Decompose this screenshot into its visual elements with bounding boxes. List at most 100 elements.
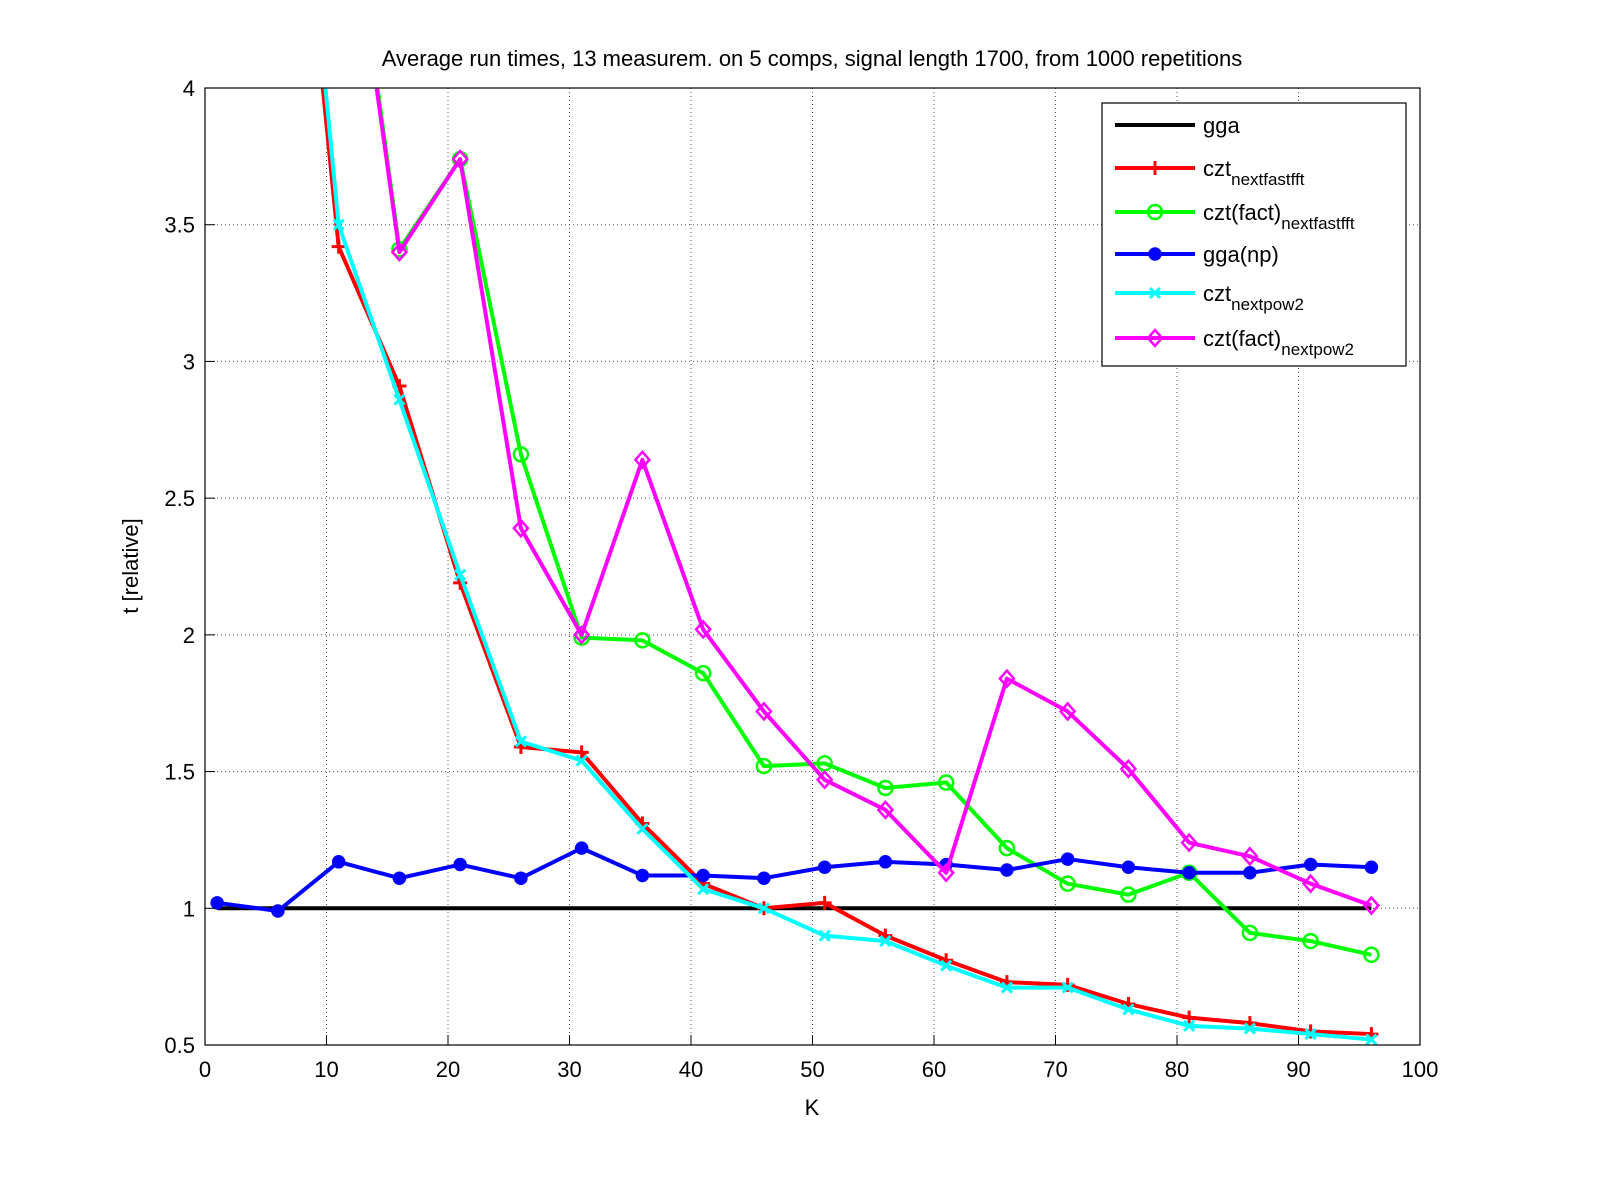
y-tick-label: 2.5	[164, 486, 195, 511]
marker	[453, 857, 467, 872]
legend-name: czt	[1203, 281, 1231, 306]
marker	[879, 935, 892, 948]
legend-label: gga(np)	[1203, 242, 1279, 267]
marker	[818, 929, 831, 942]
x-tick-label: 10	[314, 1057, 338, 1082]
marker	[1146, 203, 1164, 221]
x-tick-label: 70	[1043, 1057, 1067, 1082]
marker	[331, 239, 346, 254]
marker	[635, 868, 650, 883]
marker	[1121, 860, 1136, 875]
series-line	[323, 88, 1372, 1042]
marker	[1148, 161, 1162, 175]
marker	[574, 745, 589, 760]
x-axis-label: K	[805, 1095, 820, 1120]
y-tick-label: 4	[183, 76, 195, 101]
legend-box	[1101, 102, 1407, 367]
marker	[817, 860, 832, 875]
legend-name: czt	[1203, 156, 1231, 181]
marker	[696, 868, 710, 883]
marker	[1364, 860, 1379, 875]
marker	[1243, 1022, 1256, 1035]
x-tick-label: 100	[1402, 1057, 1439, 1082]
legend-label: cztnextpow2	[1203, 281, 1304, 314]
marker	[1302, 932, 1319, 950]
y-tick-label: 3.5	[164, 213, 195, 238]
marker	[451, 149, 469, 169]
marker	[998, 839, 1016, 857]
marker	[574, 841, 589, 855]
marker	[1182, 865, 1196, 880]
marker	[1122, 1003, 1135, 1016]
x-tick-label: 90	[1286, 1057, 1310, 1082]
marker	[815, 769, 834, 790]
marker	[937, 862, 955, 883]
marker	[1000, 981, 1013, 994]
y-tick-label: 1.5	[164, 760, 195, 785]
series-line	[216, 846, 1372, 914]
marker	[1363, 946, 1380, 964]
legend-label: gga	[1203, 113, 1240, 138]
marker	[1241, 924, 1259, 942]
legend-name: czt(fact)	[1203, 200, 1281, 225]
marker	[940, 959, 953, 972]
legend-subscript: nextfastfft	[1231, 170, 1305, 189]
marker	[998, 668, 1016, 689]
x-tick-label: 40	[679, 1057, 703, 1082]
marker	[1119, 758, 1138, 779]
marker	[757, 902, 770, 915]
legend-subscript: nextfastfft	[1281, 214, 1355, 233]
marker	[572, 624, 591, 645]
marker	[514, 735, 527, 748]
marker	[575, 754, 588, 767]
marker	[876, 799, 895, 820]
marker	[1365, 1033, 1378, 1045]
marker	[817, 895, 832, 910]
x-tick-label: 80	[1165, 1057, 1189, 1082]
marker	[1182, 1010, 1197, 1025]
legend-label: cztnextfastfft	[1203, 156, 1305, 189]
y-tick-label: 0.5	[164, 1033, 195, 1058]
marker	[755, 757, 773, 775]
marker	[1148, 247, 1162, 261]
legend-label: czt(fact)nextfastfft	[1203, 200, 1355, 233]
series-line	[320, 88, 1372, 1037]
marker	[1180, 832, 1198, 853]
marker	[877, 779, 894, 797]
marker	[1301, 873, 1320, 894]
legend: ggacztnextfastfftczt(fact)nextfastfftgga…	[1101, 102, 1407, 367]
marker	[1183, 1019, 1196, 1032]
x-tick-label: 0	[199, 1057, 211, 1082]
marker	[1058, 701, 1077, 722]
x-tick-label: 60	[922, 1057, 946, 1082]
marker	[390, 242, 409, 262]
y-tick-label: 1	[183, 896, 195, 921]
y-axis-label: t [relative]	[118, 518, 143, 613]
y-tick-label: 3	[183, 349, 195, 374]
legend-name: gga(np)	[1203, 242, 1279, 267]
marker	[271, 904, 285, 918]
marker	[633, 449, 652, 470]
marker	[757, 871, 771, 885]
marker	[755, 701, 773, 722]
marker	[1241, 846, 1259, 867]
marker	[1120, 886, 1137, 903]
marker	[454, 568, 467, 581]
legend-subscript: nextpow2	[1281, 340, 1354, 359]
marker	[393, 393, 406, 406]
marker	[332, 218, 345, 231]
marker	[1362, 895, 1381, 916]
marker	[878, 855, 893, 869]
marker	[937, 774, 955, 791]
series-line	[374, 88, 1373, 908]
marker	[1146, 328, 1164, 348]
marker	[634, 632, 651, 649]
marker	[512, 518, 530, 539]
legend-label: czt(fact)nextpow2	[1203, 326, 1354, 359]
marker	[636, 822, 649, 836]
legend-name: gga	[1203, 113, 1240, 138]
marker	[1148, 286, 1162, 300]
marker	[1243, 865, 1257, 880]
